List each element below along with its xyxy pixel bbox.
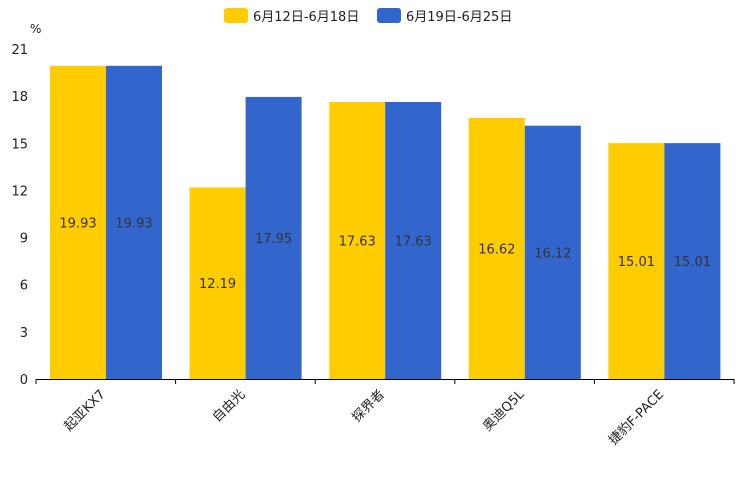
data-label: 17.63 — [339, 234, 376, 249]
bar-5-series-1[interactable] — [608, 143, 665, 379]
bar-2-series-1[interactable] — [189, 187, 246, 379]
legend-swatch-1[interactable] — [224, 8, 248, 23]
x-tick-label: 奥迪Q5L — [480, 387, 528, 435]
bar-1-series-1[interactable] — [50, 65, 106, 380]
y-tick-label: 6 — [20, 279, 28, 294]
y-tick-label: 9 — [20, 232, 28, 247]
x-tick-label: 自由光 — [210, 387, 248, 425]
bar-3-series-2[interactable] — [385, 101, 442, 379]
y-axis-unit: % — [30, 22, 41, 36]
bars: 19.93 19.93 12.19 17.95 17.63 17.63 16.62 16.12… — [50, 65, 721, 380]
data-label: 17.63 — [395, 234, 432, 249]
bar-4-series-1[interactable] — [468, 117, 525, 379]
y-tick-label: 0 — [20, 373, 28, 388]
legend-swatch-2[interactable] — [377, 8, 401, 23]
bar-5-series-2[interactable] — [664, 143, 721, 379]
data-label: 17.95 — [255, 232, 292, 247]
data-label: 16.12 — [534, 246, 571, 261]
data-label: 15.01 — [618, 255, 655, 270]
y-tick-label: 15 — [11, 137, 28, 152]
bar-2-series-2[interactable] — [245, 96, 302, 379]
x-tick-label: 起亚KX7 — [61, 387, 108, 434]
data-label: 15.01 — [674, 255, 711, 270]
data-label: 19.93 — [115, 216, 152, 231]
legend-label-1[interactable]: 6月12日-6月18日 — [253, 10, 359, 25]
y-tick-label: 12 — [11, 184, 28, 199]
y-tick-label: 18 — [11, 90, 28, 105]
y-axis: 0 3 6 9 12 15 18 21 — [11, 43, 28, 388]
y-tick-label: 3 — [20, 326, 28, 341]
bar-1-series-2[interactable] — [106, 65, 162, 380]
bar-4-series-2[interactable] — [524, 125, 581, 379]
bar-3-series-1[interactable] — [329, 101, 386, 379]
legend-label-2[interactable]: 6月19日-6月25日 — [406, 10, 512, 25]
data-label: 19.93 — [59, 216, 96, 231]
y-tick-label: 21 — [11, 43, 28, 58]
data-label: 12.19 — [199, 277, 236, 292]
x-tick-label: 捷豹F-PACE — [606, 387, 667, 448]
data-label: 16.62 — [478, 242, 515, 257]
x-tick-label: 探界者 — [350, 387, 388, 425]
x-axis: 起亚KX7 自由光 探界者 奥迪Q5L 捷豹F-PACE — [35, 379, 735, 448]
legend: 6月12日-6月18日 6月19日-6月25日 — [224, 8, 512, 25]
